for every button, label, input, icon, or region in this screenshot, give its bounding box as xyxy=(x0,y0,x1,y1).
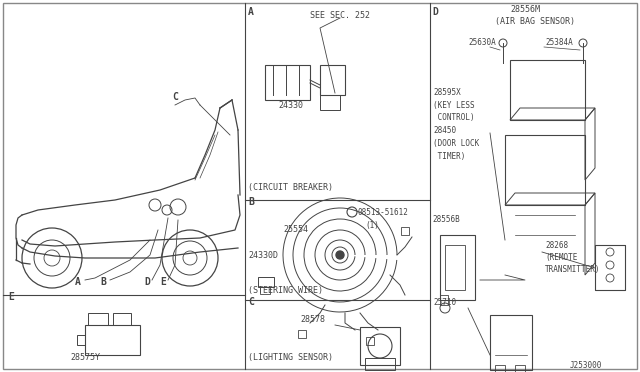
Text: E: E xyxy=(8,292,14,302)
Bar xyxy=(260,287,270,294)
Bar xyxy=(265,65,310,100)
Bar xyxy=(320,65,345,95)
Text: D: D xyxy=(144,277,150,287)
Text: 28575Y: 28575Y xyxy=(70,353,100,362)
Text: 08513-51612: 08513-51612 xyxy=(358,208,409,217)
Text: SEE SEC. 252: SEE SEC. 252 xyxy=(310,11,370,20)
Text: 28268: 28268 xyxy=(545,241,568,250)
Text: 25710: 25710 xyxy=(433,298,456,307)
Text: CONTROL): CONTROL) xyxy=(433,113,475,122)
Text: E: E xyxy=(160,277,166,287)
Bar xyxy=(77,335,85,345)
Text: 24330: 24330 xyxy=(278,101,303,110)
Text: C: C xyxy=(248,297,254,307)
Bar xyxy=(505,135,585,205)
Text: (REMOTE: (REMOTE xyxy=(545,253,577,262)
Text: TIMER): TIMER) xyxy=(433,152,465,161)
Bar xyxy=(490,315,532,370)
Bar xyxy=(113,313,131,325)
Text: TRANSMITTER): TRANSMITTER) xyxy=(545,265,600,274)
Text: J253000: J253000 xyxy=(570,361,602,370)
Bar xyxy=(298,330,306,338)
Text: 25554: 25554 xyxy=(283,225,308,234)
Bar xyxy=(495,365,505,372)
Text: 28556M: 28556M xyxy=(510,5,540,14)
Bar xyxy=(440,235,475,300)
Text: (LIGHTING SENSOR): (LIGHTING SENSOR) xyxy=(248,353,333,362)
Text: C: C xyxy=(172,92,178,102)
Text: (CIRCUIT BREAKER): (CIRCUIT BREAKER) xyxy=(248,183,333,192)
Bar xyxy=(515,365,525,372)
Text: (DOOR LOCK: (DOOR LOCK xyxy=(433,139,479,148)
Bar xyxy=(360,327,400,365)
Text: 25384A: 25384A xyxy=(545,38,573,47)
Bar xyxy=(258,277,274,287)
Circle shape xyxy=(336,251,344,259)
Bar xyxy=(85,325,140,355)
Text: (AIR BAG SENSOR): (AIR BAG SENSOR) xyxy=(495,17,575,26)
Bar xyxy=(401,227,409,235)
Text: 28595X: 28595X xyxy=(433,88,461,97)
Text: (KEY LESS: (KEY LESS xyxy=(433,101,475,110)
Bar xyxy=(510,60,585,120)
Text: A: A xyxy=(248,7,254,17)
Text: B: B xyxy=(100,277,106,287)
Bar xyxy=(366,337,374,345)
Bar xyxy=(365,358,395,370)
Text: (1): (1) xyxy=(365,221,379,230)
Text: A: A xyxy=(75,277,81,287)
Bar xyxy=(445,245,465,290)
Text: (STEERING WIRE): (STEERING WIRE) xyxy=(248,286,323,295)
Text: 28578: 28578 xyxy=(300,315,325,324)
Bar xyxy=(320,95,340,110)
Bar xyxy=(88,313,108,325)
Text: D: D xyxy=(432,7,438,17)
Bar xyxy=(440,295,448,305)
Text: 24330D: 24330D xyxy=(248,251,278,260)
Bar xyxy=(595,245,625,290)
Text: B: B xyxy=(248,197,254,207)
Text: 28450: 28450 xyxy=(433,126,456,135)
Text: 25630A: 25630A xyxy=(468,38,496,47)
Text: 28556B: 28556B xyxy=(432,215,460,224)
